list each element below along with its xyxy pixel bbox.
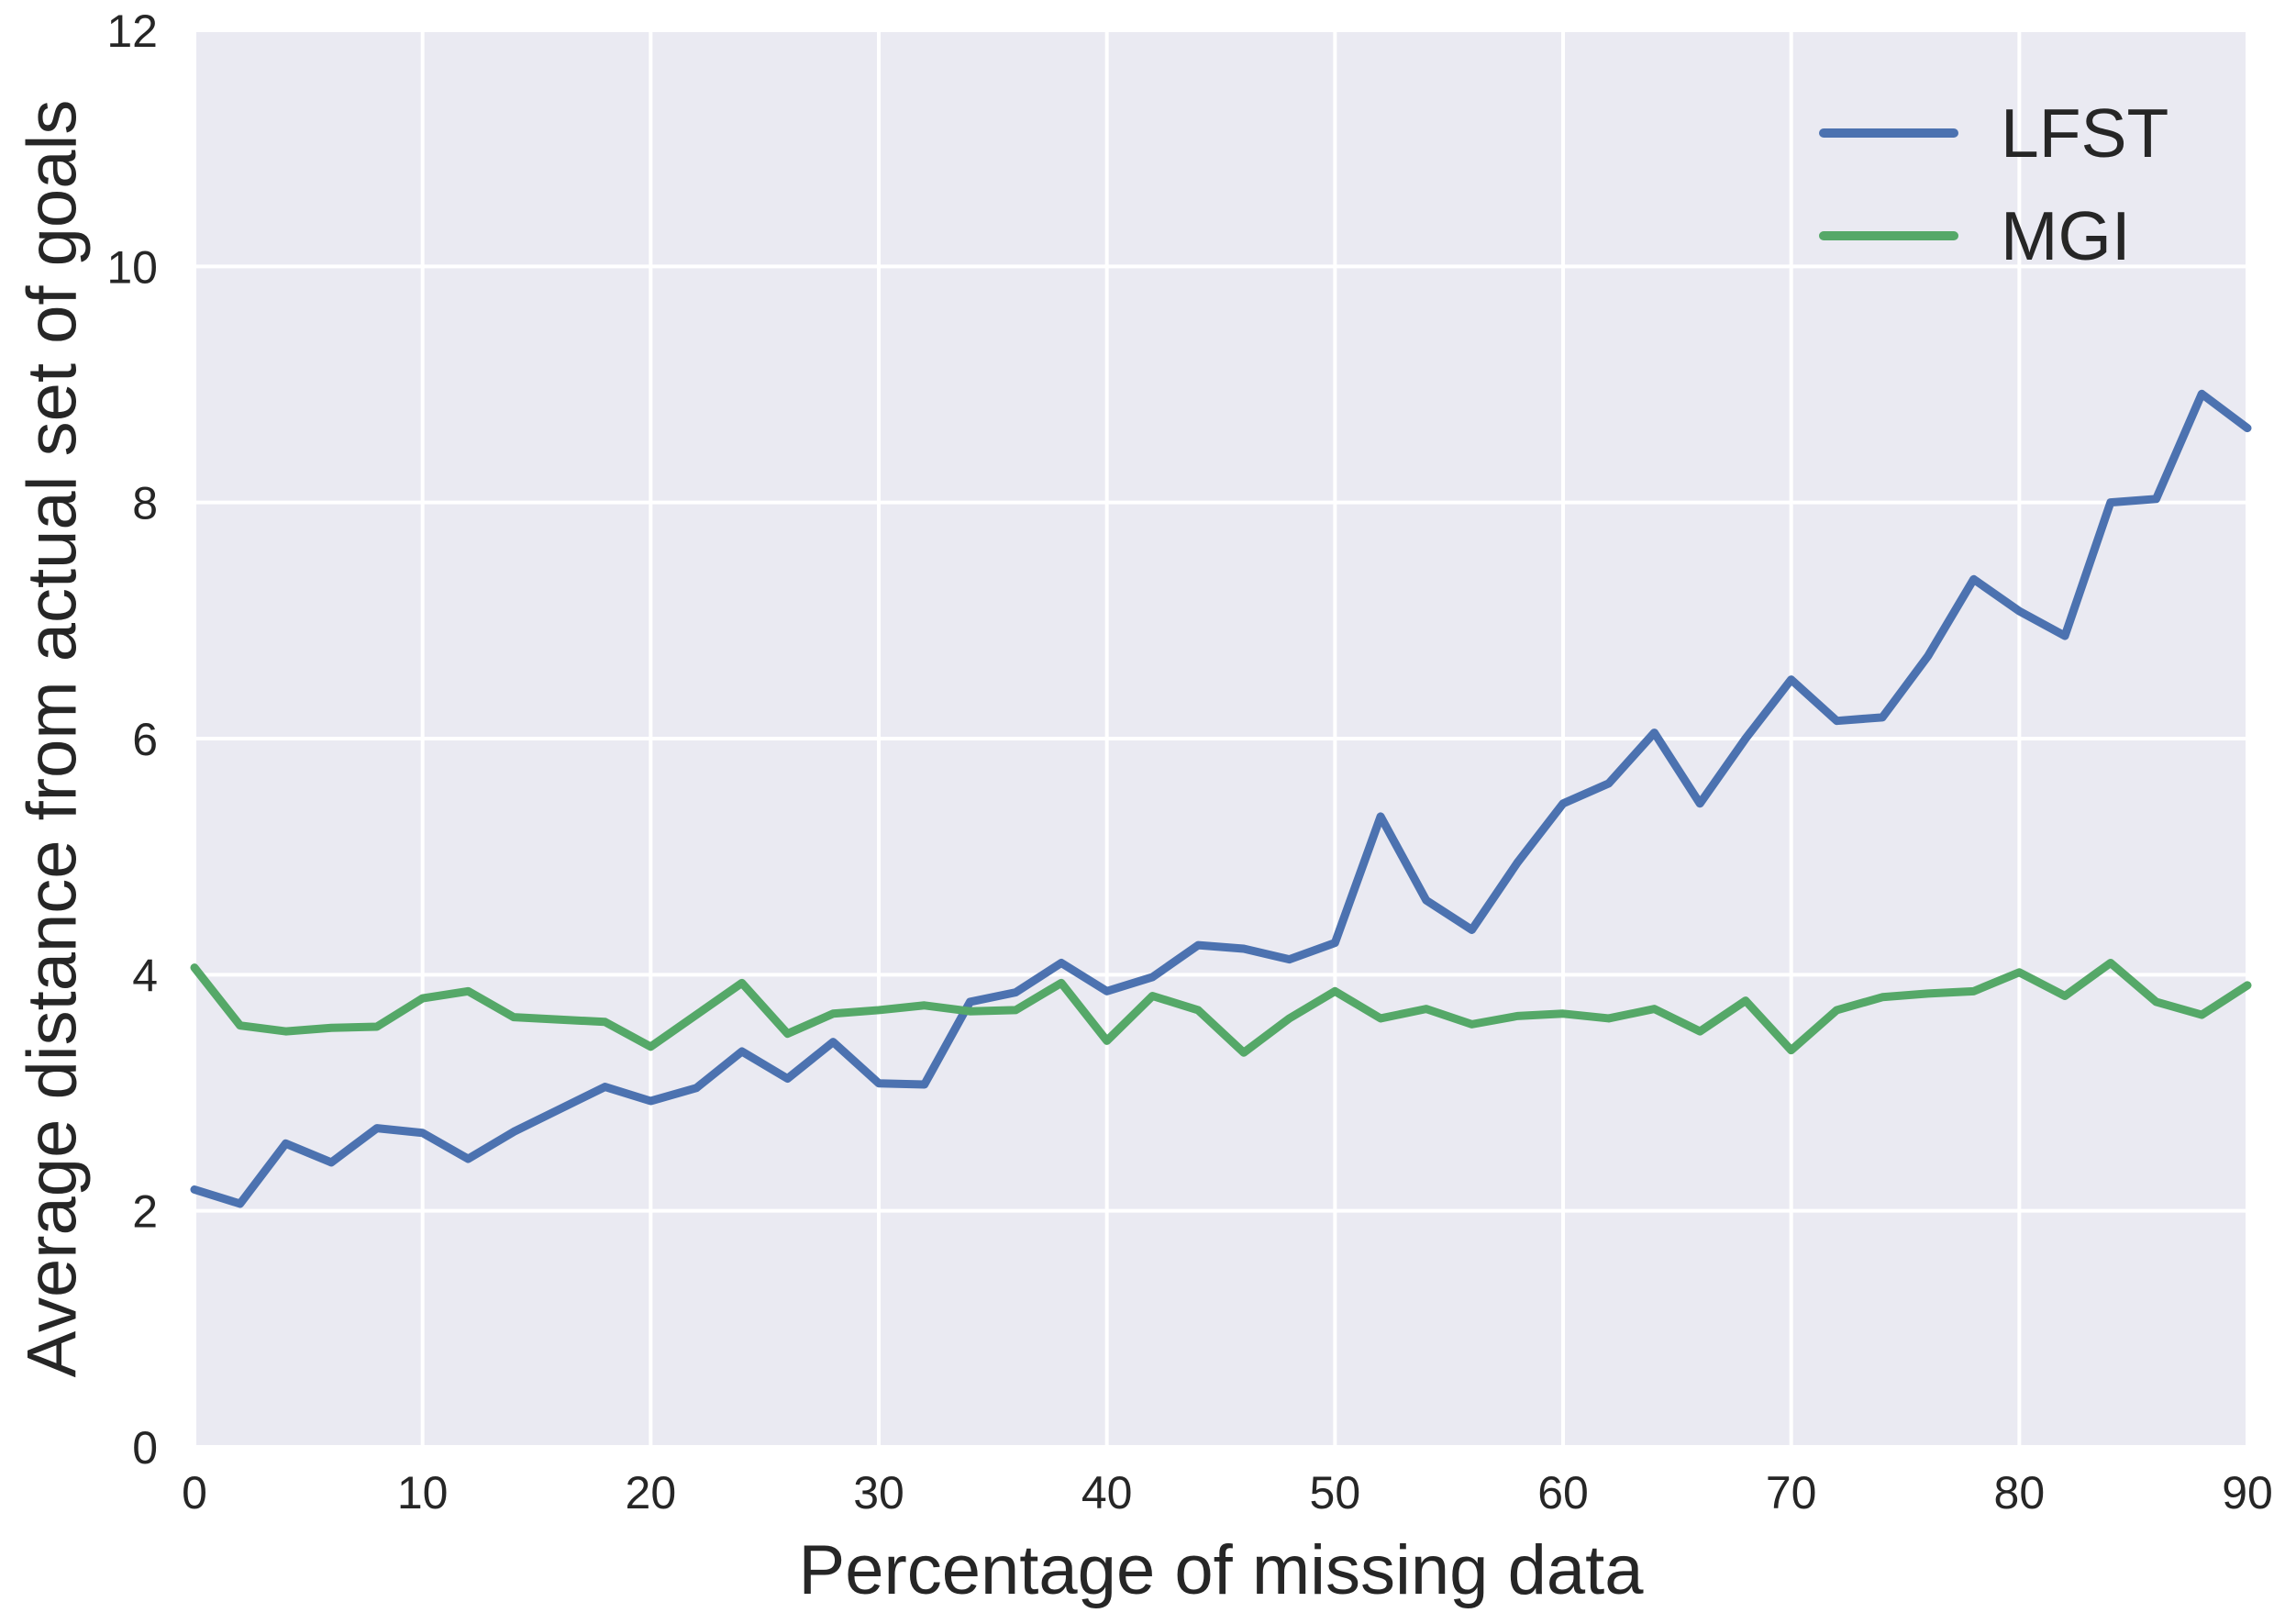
y-tick-label: 2 <box>132 1186 158 1238</box>
x-tick-label: 0 <box>182 1467 207 1518</box>
y-tick-label: 4 <box>132 950 158 1001</box>
lfst-line <box>190 389 2252 1208</box>
x-tick-label: 60 <box>1537 1467 1589 1518</box>
legend-item-lfst: LFST <box>1819 93 2168 173</box>
x-tick-label: 50 <box>1310 1467 1361 1518</box>
y-tick-label: 6 <box>132 714 158 765</box>
x-tick-label: 10 <box>397 1467 449 1518</box>
y-tick-label: 0 <box>132 1422 158 1474</box>
legend-item-mgi: MGI <box>1819 195 2168 276</box>
mgi-line-swatch <box>1819 231 1958 240</box>
x-tick-label: 40 <box>1081 1467 1133 1518</box>
legend: LFST MGI <box>1819 93 2168 276</box>
y-tick-label: 10 <box>106 241 158 293</box>
x-axis-label: Percentage of missing data <box>798 1531 1644 1609</box>
x-tick-label: 30 <box>853 1467 904 1518</box>
gridlines <box>193 28 2249 1449</box>
tick-labels: 0 10 20 30 40 50 60 70 80 90 0 2 4 6 8 10 12 <box>106 6 2272 1518</box>
legend-label-lfst: LFST <box>2001 95 2169 172</box>
lfst-line-swatch <box>1819 128 1958 138</box>
x-tick-label: 20 <box>626 1467 677 1518</box>
legend-label-mgi: MGI <box>2001 197 2131 274</box>
y-tick-label: 8 <box>132 478 158 529</box>
x-tick-label: 70 <box>1766 1467 1817 1518</box>
y-axis-label: Average distance from actual set of goal… <box>13 99 92 1378</box>
x-tick-label: 90 <box>2222 1467 2273 1518</box>
y-tick-label: 12 <box>106 6 158 57</box>
mgi-line <box>190 958 2252 1057</box>
x-tick-label: 80 <box>1994 1467 2046 1518</box>
